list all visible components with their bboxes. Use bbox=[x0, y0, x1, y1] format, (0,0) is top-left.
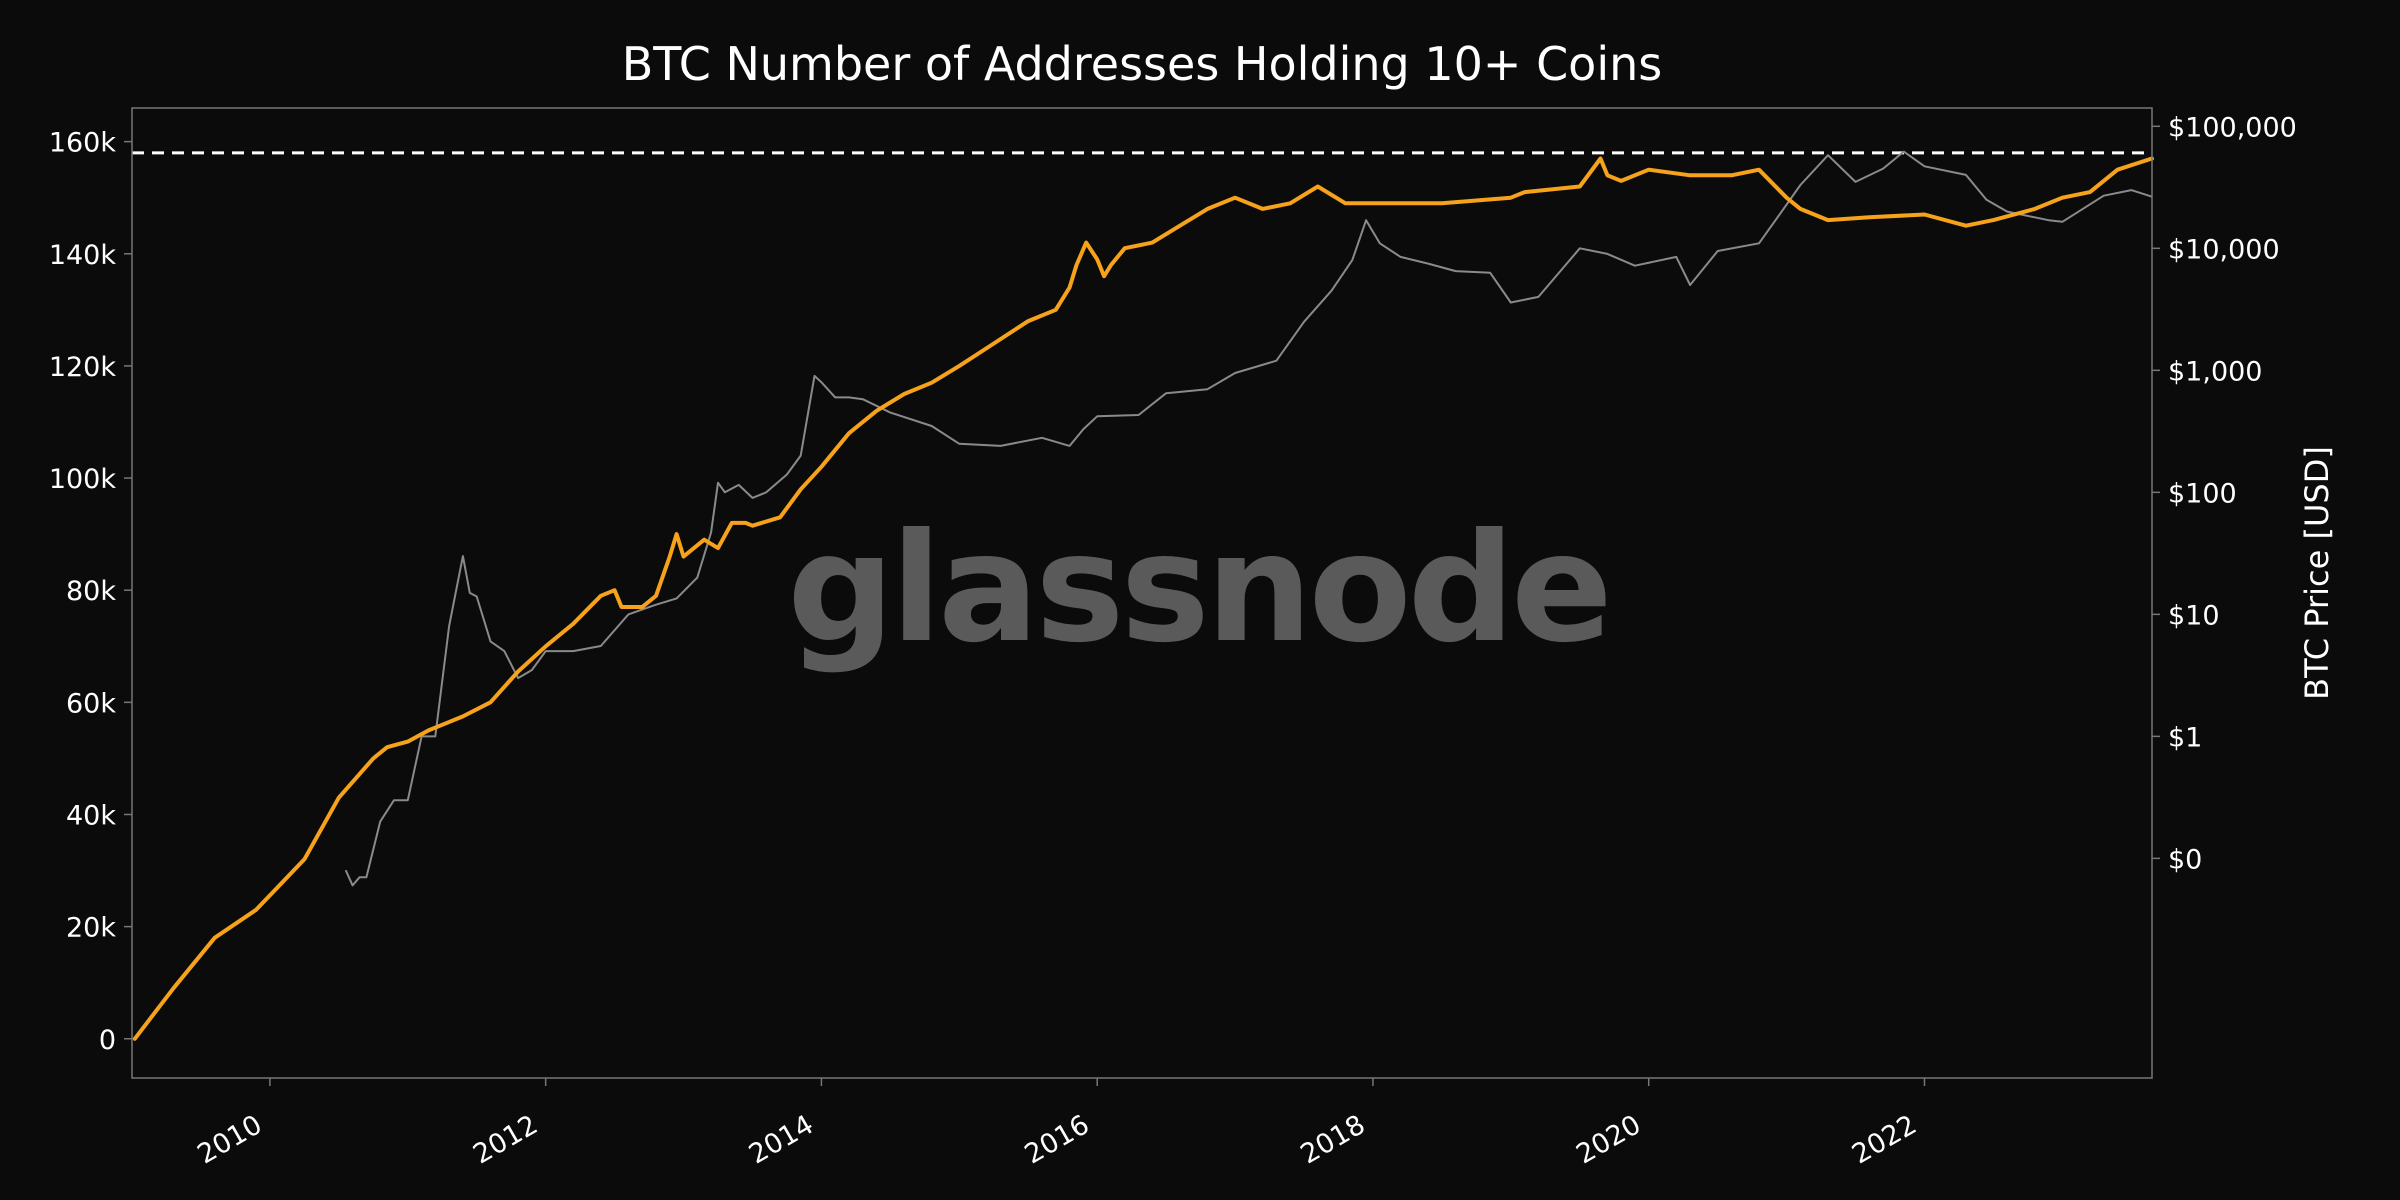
left-y-tick-label: 0 bbox=[99, 1025, 116, 1056]
left-y-tick-label: 140k bbox=[49, 240, 117, 271]
right-y-tick-label: $1 bbox=[2168, 722, 2202, 753]
right-axis-title: BTC Price [USD] bbox=[2298, 446, 2336, 700]
right-y-tick-label: $10 bbox=[2168, 600, 2220, 631]
watermark-logo: glassnode bbox=[787, 502, 1609, 676]
chart-title: BTC Number of Addresses Holding 10+ Coin… bbox=[622, 37, 1662, 91]
right-y-tick-label: $1,000 bbox=[2168, 356, 2262, 387]
left-y-tick-label: 20k bbox=[66, 913, 116, 944]
left-y-tick-label: 80k bbox=[66, 576, 116, 607]
left-y-tick-label: 60k bbox=[66, 688, 116, 719]
right-y-tick-label: $100 bbox=[2168, 478, 2237, 509]
left-y-tick-label: 100k bbox=[49, 464, 117, 495]
price-series-line bbox=[344, 150, 2153, 887]
plot-frame bbox=[131, 107, 2153, 1079]
left-y-tick-label: 120k bbox=[49, 352, 117, 383]
right-y-tick-label: $100,000 bbox=[2168, 112, 2297, 143]
left-y-tick-label: 160k bbox=[49, 128, 117, 159]
right-y-tick-label: $10,000 bbox=[2168, 234, 2280, 265]
right-y-tick-label: $0 bbox=[2168, 844, 2202, 875]
addresses-series-line bbox=[132, 156, 2154, 1041]
left-y-tick-label: 40k bbox=[66, 800, 116, 831]
